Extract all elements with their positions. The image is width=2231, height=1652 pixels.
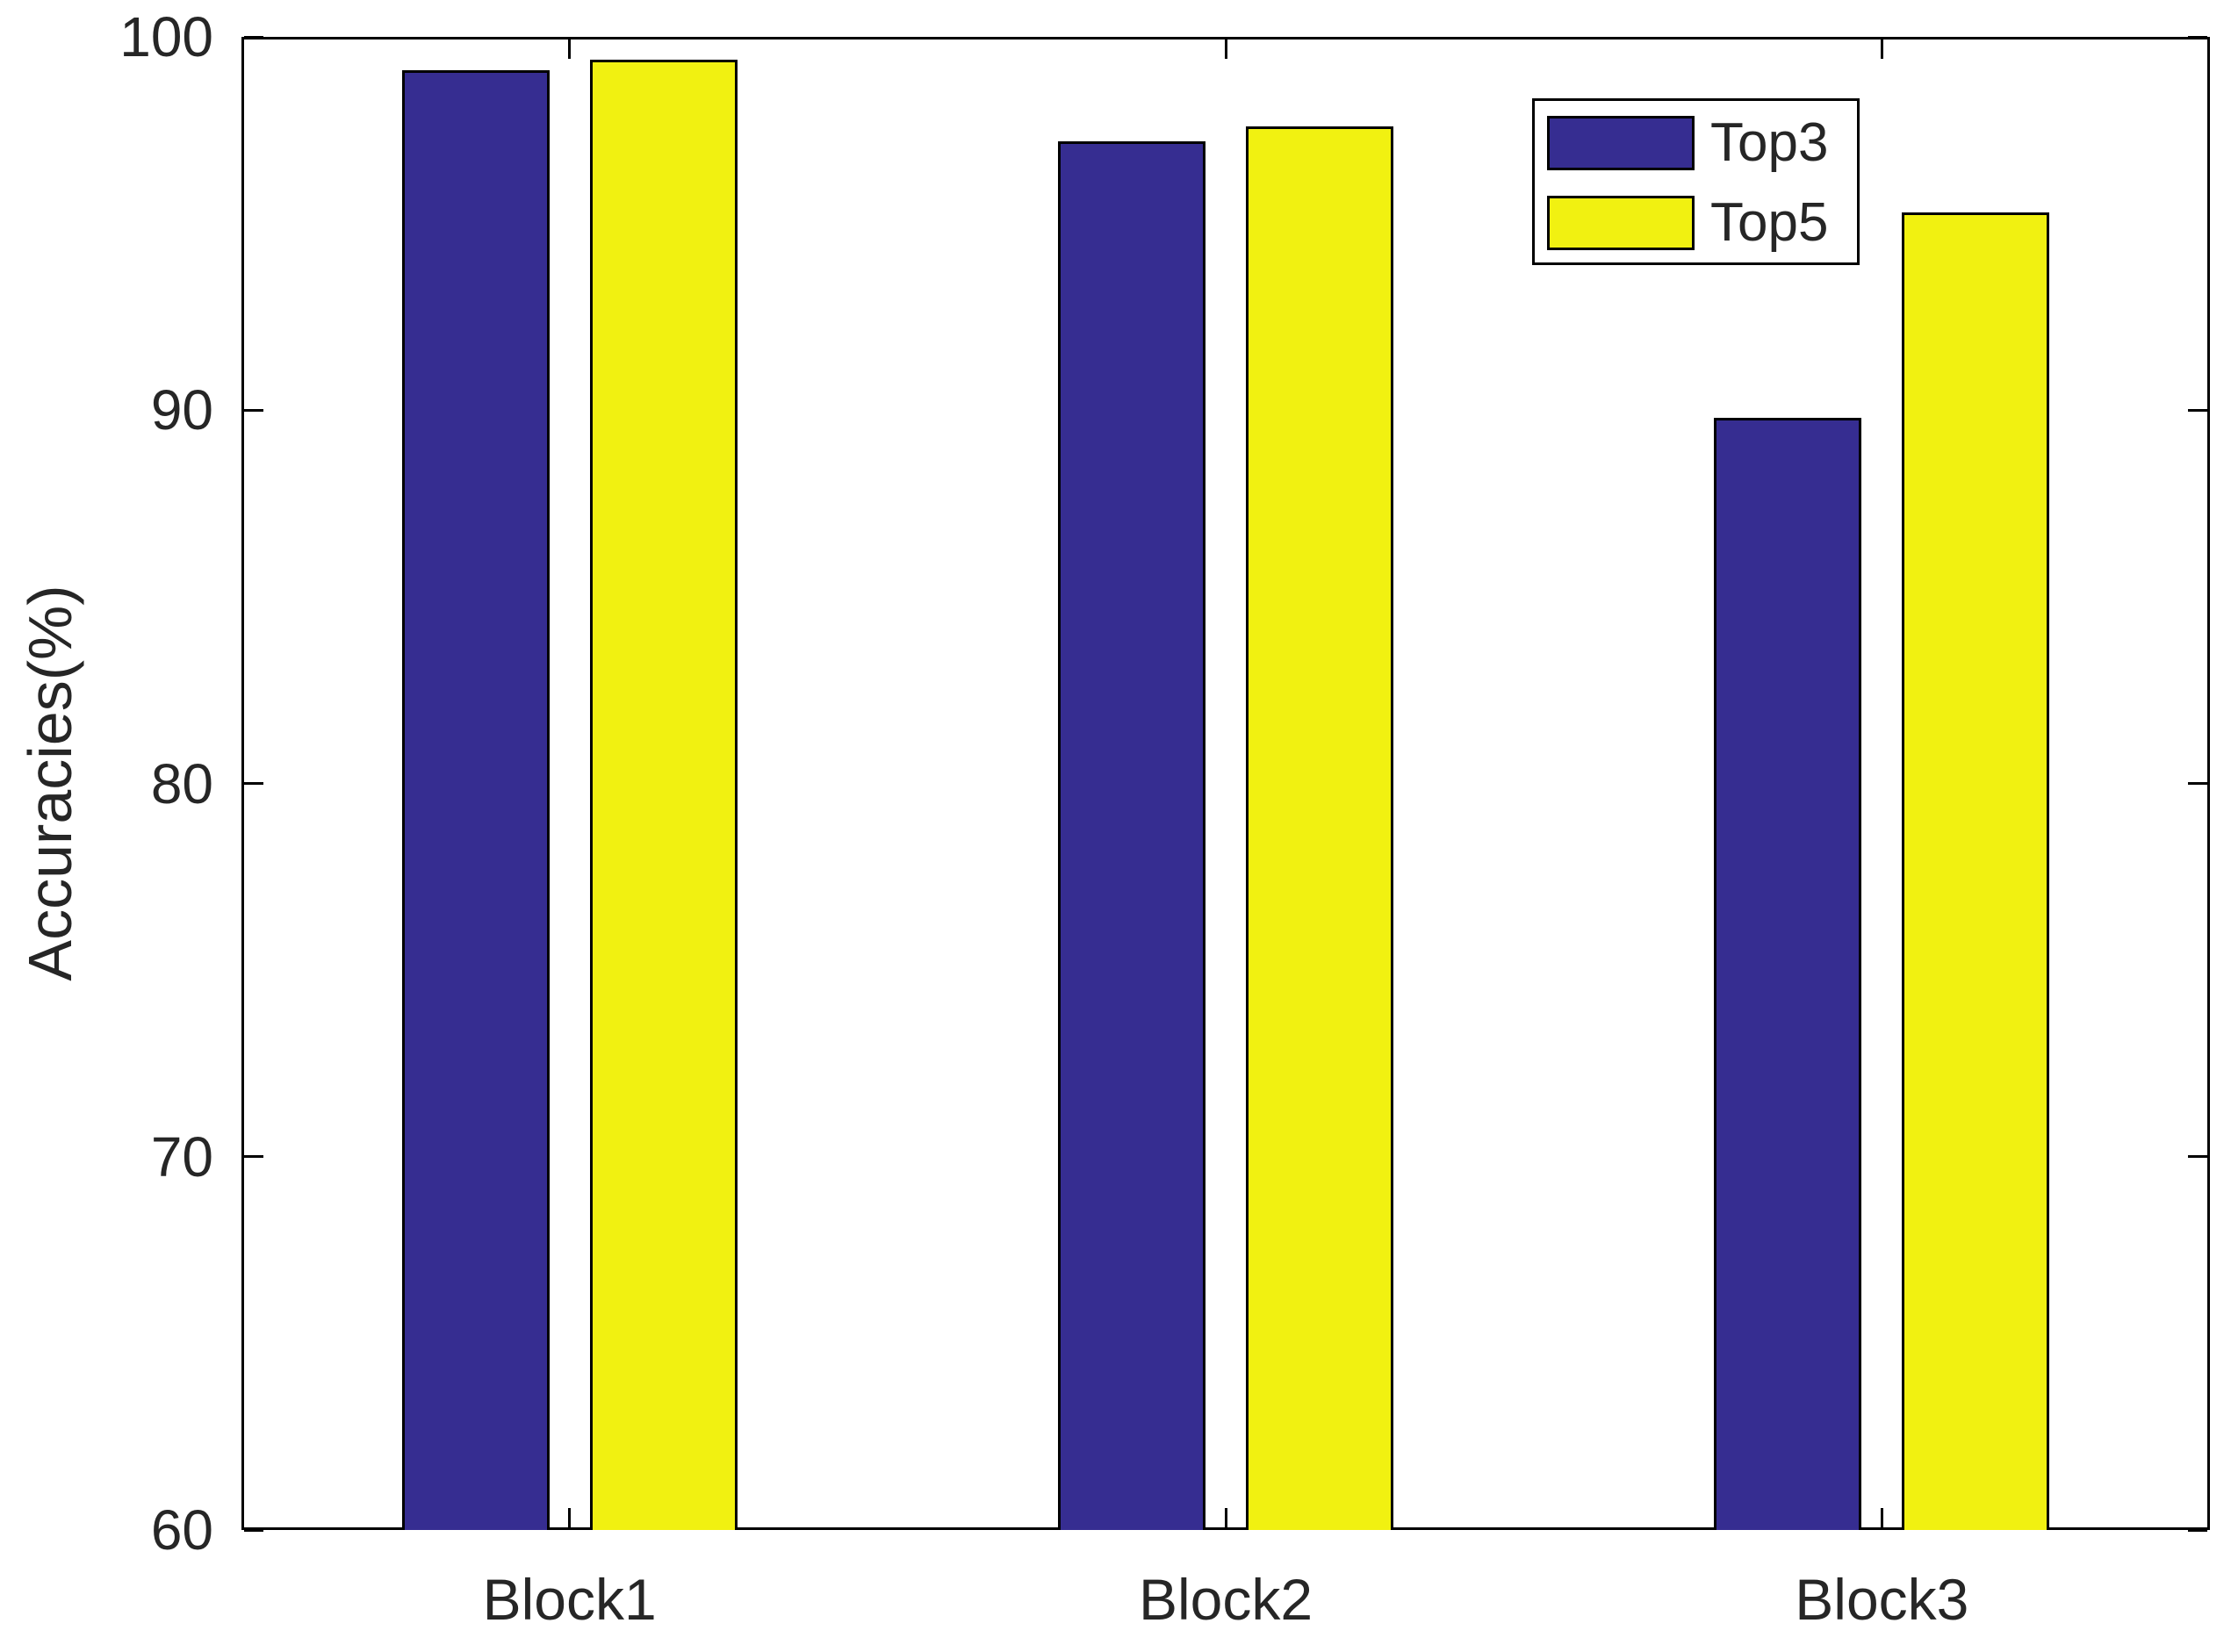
- ytick-label-80: 80: [150, 751, 213, 815]
- ytick-left-90: [244, 408, 263, 412]
- bar-top3-block3: [1714, 417, 1862, 1530]
- plot-area: [241, 37, 2210, 1530]
- ytick-right-60: [2188, 1528, 2207, 1532]
- ytick-label-90: 90: [150, 378, 213, 442]
- xtick-top-block2: [1224, 40, 1227, 59]
- legend-label-top5: Top5: [1710, 192, 1829, 253]
- xtick-label-block1: Block1: [482, 1567, 657, 1632]
- legend: Top3 Top5: [1532, 98, 1860, 265]
- bar-top3-block1: [401, 70, 550, 1530]
- bar-top3-block2: [1058, 141, 1205, 1530]
- ytick-left-70: [244, 1155, 263, 1159]
- bar-top5-block2: [1246, 126, 1393, 1530]
- legend-swatch-top5: [1547, 196, 1695, 250]
- y-axis-label: Accuracies(%): [16, 585, 84, 981]
- ytick-left-60: [244, 1528, 263, 1532]
- xtick-top-block3: [1880, 40, 1883, 59]
- xtick-bottom-block1: [568, 1508, 572, 1527]
- xtick-label-block2: Block2: [1138, 1567, 1313, 1632]
- legend-label-top3: Top3: [1710, 112, 1829, 173]
- ytick-label-70: 70: [150, 1124, 213, 1189]
- bar-top5-block3: [1902, 212, 2050, 1530]
- xtick-label-block3: Block3: [1795, 1567, 1969, 1632]
- xtick-bottom-block3: [1880, 1508, 1883, 1527]
- ytick-right-80: [2188, 782, 2207, 785]
- legend-swatch-top3: [1547, 116, 1695, 170]
- ytick-left-80: [244, 782, 263, 785]
- bar-top5-block1: [589, 59, 738, 1530]
- ytick-right-70: [2188, 1155, 2207, 1159]
- xtick-top-block1: [568, 40, 572, 59]
- ytick-right-100: [2188, 35, 2207, 39]
- ytick-left-100: [244, 35, 263, 39]
- ytick-label-100: 100: [119, 5, 213, 68]
- ytick-right-90: [2188, 408, 2207, 412]
- xtick-bottom-block2: [1224, 1508, 1227, 1527]
- ytick-label-60: 60: [150, 1498, 213, 1562]
